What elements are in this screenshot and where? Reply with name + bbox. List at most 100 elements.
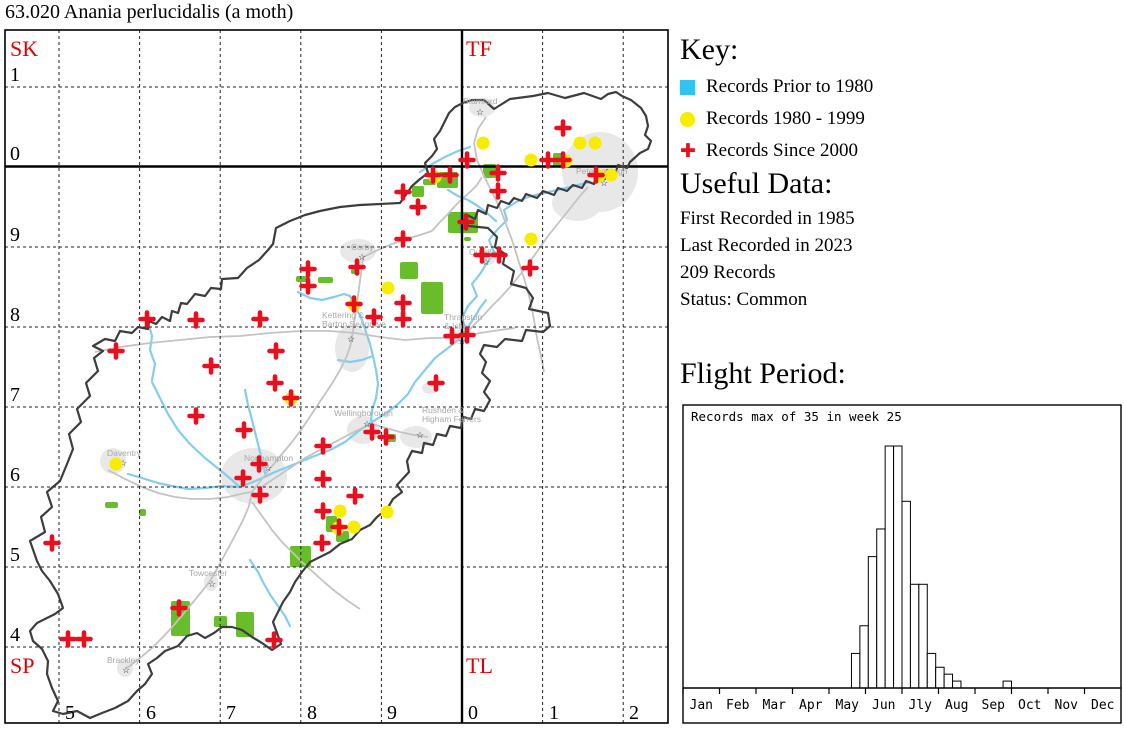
record-marker-since-2000 — [282, 389, 300, 407]
record-marker-since-2000 — [314, 437, 332, 455]
town-star-icon: ☆ — [416, 430, 424, 440]
grid-row-label: 9 — [10, 224, 20, 246]
town-label: Corby — [351, 242, 374, 252]
record-marker-since-2000 — [202, 357, 220, 375]
record-marker-since-2000 — [489, 164, 507, 182]
grid-row-label: 5 — [10, 544, 20, 566]
woodland-patch — [214, 616, 227, 627]
record-marker-since-2000 — [234, 469, 252, 487]
grid-col-label: 9 — [387, 702, 397, 724]
record-marker-since-2000 — [267, 342, 285, 360]
urban-area — [204, 573, 218, 591]
flight-bar-week-33 — [952, 680, 962, 689]
record-marker-since-2000 — [251, 310, 269, 328]
record-marker-1980-1999 — [604, 168, 618, 182]
record-marker-1980-1999 — [347, 520, 361, 534]
woodland-patch — [412, 186, 424, 197]
town-star-icon: ☆ — [208, 579, 216, 589]
town-label: Brackley — [107, 655, 140, 665]
river — [464, 298, 488, 332]
month-label: May — [836, 698, 860, 713]
town-star-icon: ☆ — [264, 463, 272, 473]
river — [150, 380, 242, 489]
road — [251, 338, 353, 493]
flight-bar-week-32 — [943, 673, 954, 689]
grid-letter-label: SP — [10, 653, 34, 678]
river — [238, 180, 592, 489]
woodland-patch — [421, 282, 443, 314]
grid-row-label: 4 — [10, 624, 20, 646]
town-star-icon: ☆ — [482, 257, 490, 267]
road — [107, 469, 253, 500]
record-marker-since-2000 — [394, 230, 412, 248]
flight-period-heading: Flight Period: — [680, 357, 846, 390]
record-marker-since-2000 — [473, 246, 491, 264]
map-frame — [4, 29, 669, 724]
town-star-icon: ☆ — [358, 252, 366, 262]
record-marker-since-2000 — [266, 374, 284, 392]
record-marker-since-2000 — [409, 198, 427, 216]
road — [473, 116, 545, 373]
record-count-line: 209 Records — [680, 262, 776, 283]
record-marker-since-2000 — [107, 342, 125, 360]
grid-letter-label: SK — [10, 36, 38, 61]
month-label: Apr — [799, 698, 823, 713]
road — [251, 501, 361, 610]
record-marker-since-2000 — [330, 518, 348, 536]
woodland-patch — [105, 502, 118, 508]
town-label: & Islip — [444, 321, 467, 331]
town-star-icon: ☆ — [347, 334, 355, 344]
woodland-patch — [464, 237, 471, 241]
record-marker-since-2000 — [587, 166, 605, 184]
month-label: Nov — [1055, 698, 1079, 713]
month-label: Jun — [872, 698, 895, 713]
record-marker-1980-1999 — [109, 457, 123, 471]
town-label: Towcester — [189, 568, 227, 578]
record-marker-since-2000 — [394, 294, 412, 312]
river — [296, 290, 380, 423]
record-marker-1980-1999 — [573, 136, 587, 150]
square-icon — [680, 79, 706, 95]
grid-letter-label: TF — [466, 36, 492, 61]
flight-bar-week-29 — [918, 583, 928, 689]
record-marker-1980-1999 — [524, 232, 538, 246]
grid-col-label: 2 — [629, 702, 639, 724]
town-star-icon: ☆ — [122, 665, 130, 675]
flight-bar-week-30 — [926, 652, 937, 689]
grid-row-label: 8 — [10, 304, 20, 326]
month-label: Dec — [1091, 698, 1114, 713]
record-marker-since-2000 — [235, 421, 253, 439]
key-heading: Key: — [680, 33, 739, 66]
grid-col-label: 6 — [146, 702, 156, 724]
record-marker-since-2000 — [59, 630, 77, 648]
grid-row-label: 0 — [10, 143, 20, 165]
key-item-since-2000: ✚ Records Since 2000 — [680, 139, 858, 162]
record-marker-1980-1999 — [333, 504, 347, 518]
month-label: Jan — [690, 698, 713, 713]
record-marker-since-2000 — [441, 166, 459, 184]
record-marker-since-2000 — [458, 151, 476, 169]
road — [431, 176, 483, 232]
record-marker-since-2000 — [394, 183, 412, 201]
record-marker-since-2000 — [299, 260, 317, 278]
record-marker-since-2000 — [265, 631, 283, 649]
grid-col-label: 0 — [468, 702, 478, 724]
grid-row-label: 7 — [10, 384, 20, 406]
woodland-patch — [139, 509, 146, 516]
record-marker-since-2000 — [489, 182, 507, 200]
town-label: Higham Ferrers — [422, 414, 481, 424]
month-label: Mar — [763, 698, 787, 713]
town-star-icon: ☆ — [600, 178, 608, 188]
flight-bar-week-25 — [884, 445, 895, 689]
month-label: Oct — [1018, 698, 1041, 713]
record-marker-since-2000 — [75, 630, 93, 648]
river — [146, 320, 157, 382]
grid-col-label: 7 — [226, 702, 236, 724]
urban-area — [221, 448, 287, 504]
record-marker-since-2000 — [250, 455, 268, 473]
flight-bar-week-26 — [893, 445, 903, 689]
river — [248, 558, 292, 628]
town-label: Stamford — [463, 96, 498, 106]
flight-chart-note: Records max of 35 in week 25 — [691, 409, 902, 424]
record-marker-since-2000 — [43, 534, 61, 552]
